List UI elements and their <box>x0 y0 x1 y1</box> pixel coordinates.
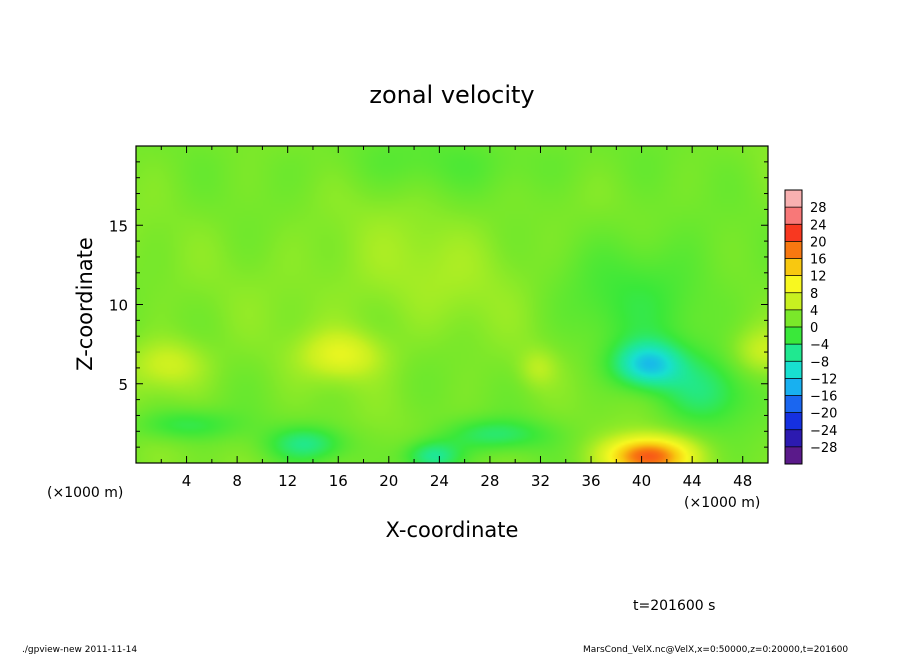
plot-area <box>135 145 769 464</box>
colorbar-label: 8 <box>810 287 818 302</box>
colorbar-label: −4 <box>810 338 829 353</box>
colorbar-label: −28 <box>810 441 837 456</box>
colorbar-segment <box>785 344 802 362</box>
x-tick-label: 40 <box>632 472 651 490</box>
x-tick-label: 48 <box>733 472 752 490</box>
y-tick-label: 5 <box>118 376 128 394</box>
colorbar-segment <box>785 378 802 396</box>
colorbar-label: 28 <box>810 201 827 216</box>
colorbar-segment <box>785 446 802 465</box>
colorbar-label: −24 <box>810 424 837 439</box>
colorbar: 28 24 20 16 12 8 4 0 −4 −8 −12 −16 −20 −24 −28 <box>784 189 837 465</box>
colorbar-label: 16 <box>810 253 827 268</box>
x-tick-label: 8 <box>232 472 242 490</box>
heatmap-field <box>136 146 768 463</box>
x-tick-label: 16 <box>329 472 348 490</box>
x-tick-label: 32 <box>531 472 550 490</box>
colorbar-label: 4 <box>810 304 818 319</box>
colorbar-segment <box>785 309 802 328</box>
colorbar-segment <box>785 224 802 242</box>
colorbar-label: 24 <box>810 218 827 233</box>
colorbar-segment <box>785 395 802 413</box>
colorbar-segment <box>785 241 802 259</box>
colorbar-label: 12 <box>810 270 827 285</box>
colorbar-label: −8 <box>810 355 829 370</box>
colorbar-label: −12 <box>810 372 837 387</box>
y-tick-label: 15 <box>109 217 128 235</box>
x-tick-label: 12 <box>278 472 297 490</box>
colorbar-segment <box>785 292 802 311</box>
x-tick-label: 44 <box>683 472 702 490</box>
colorbar-segment <box>785 190 802 208</box>
x-tick-label: 28 <box>480 472 499 490</box>
colorbar-segment <box>785 258 802 276</box>
y-axis-label: Z-coordinate <box>73 237 97 371</box>
colorbar-segment <box>785 361 802 379</box>
colorbar-label: 20 <box>810 235 827 250</box>
colorbar-segment <box>785 275 802 294</box>
y-axis-ticks: 5 10 15 <box>109 161 768 448</box>
x-axis-label: X-coordinate <box>386 518 519 542</box>
x-tick-label: 36 <box>581 472 600 490</box>
colorbar-segment <box>785 429 802 448</box>
footer-right: MarsCond_VelX.nc@VelX,x=0:50000,z=0:2000… <box>583 645 848 654</box>
chart-title: zonal velocity <box>369 81 534 109</box>
colorbar-label: 0 <box>810 321 818 336</box>
x-tick-label: 20 <box>379 472 398 490</box>
colorbar-label: −16 <box>810 390 837 405</box>
x-tick-label: 24 <box>430 472 449 490</box>
colorbar-segment <box>785 207 802 225</box>
time-label: t=201600 s <box>633 598 715 614</box>
y-tick-label: 10 <box>109 297 128 315</box>
footer-left: ./gpview-new 2011-11-14 <box>22 645 137 654</box>
colorbar-label: −20 <box>810 407 837 422</box>
colorbar-segment <box>785 327 802 345</box>
x-unit-label-left: (×1000 m) <box>47 485 123 501</box>
x-unit-label-right: (×1000 m) <box>684 495 760 511</box>
x-axis-ticks: 4 8 12 16 20 24 28 32 36 40 44 48 <box>160 146 752 490</box>
colorbar-segment <box>785 412 802 431</box>
x-tick-label: 4 <box>182 472 192 490</box>
